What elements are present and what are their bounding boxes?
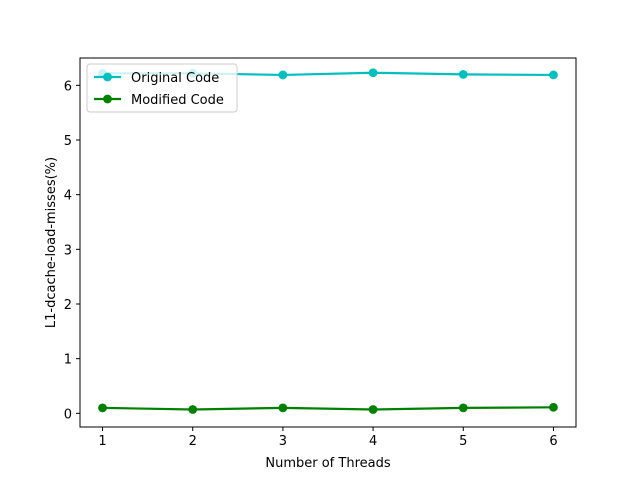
y-tick-label: 0 (64, 407, 72, 422)
data-point (278, 70, 288, 80)
data-point (549, 402, 558, 412)
legend-item: Original Code (94, 71, 219, 86)
x-tick-label: 4 (369, 434, 377, 449)
y-tick-label: 6 (64, 79, 72, 94)
y-axis-label: L1-dcache-load-misses(%) (44, 157, 59, 328)
data-point (368, 68, 378, 78)
y-tick-label: 4 (64, 189, 72, 204)
data-point (368, 405, 378, 414)
x-tick-label: 1 (98, 434, 106, 449)
y-tick-label: 5 (64, 134, 72, 149)
y-tick-label: 1 (64, 353, 72, 368)
series-2 (98, 402, 558, 414)
x-tick-label: 2 (189, 434, 197, 449)
data-point (549, 70, 558, 80)
y-tick-label: 2 (64, 298, 72, 313)
data-point (458, 403, 468, 413)
axes-layer: 1 2 3 4 5 6 0 1 2 3 4 5 6 (64, 57, 577, 449)
data-point (278, 403, 288, 413)
legend-marker (103, 94, 112, 104)
series-line-2 (102, 406, 554, 411)
legend-label: Original Code (131, 71, 219, 86)
legend-label: Modified Code (131, 93, 224, 108)
legend-box (86, 63, 238, 113)
legend-marker (103, 72, 112, 82)
y-tick-label: 3 (64, 243, 72, 258)
legend: Original Code Modified Code (86, 63, 238, 113)
plot-frame (79, 57, 577, 428)
data-point (188, 405, 198, 414)
data-point (458, 70, 468, 79)
data-point (98, 403, 107, 413)
x-tick-label: 3 (279, 434, 287, 449)
x-axis-label: Number of Threads (265, 456, 390, 471)
x-tick-label: 5 (459, 434, 467, 449)
legend-item: Modified Code (94, 93, 224, 108)
x-tick-label: 6 (549, 434, 557, 449)
